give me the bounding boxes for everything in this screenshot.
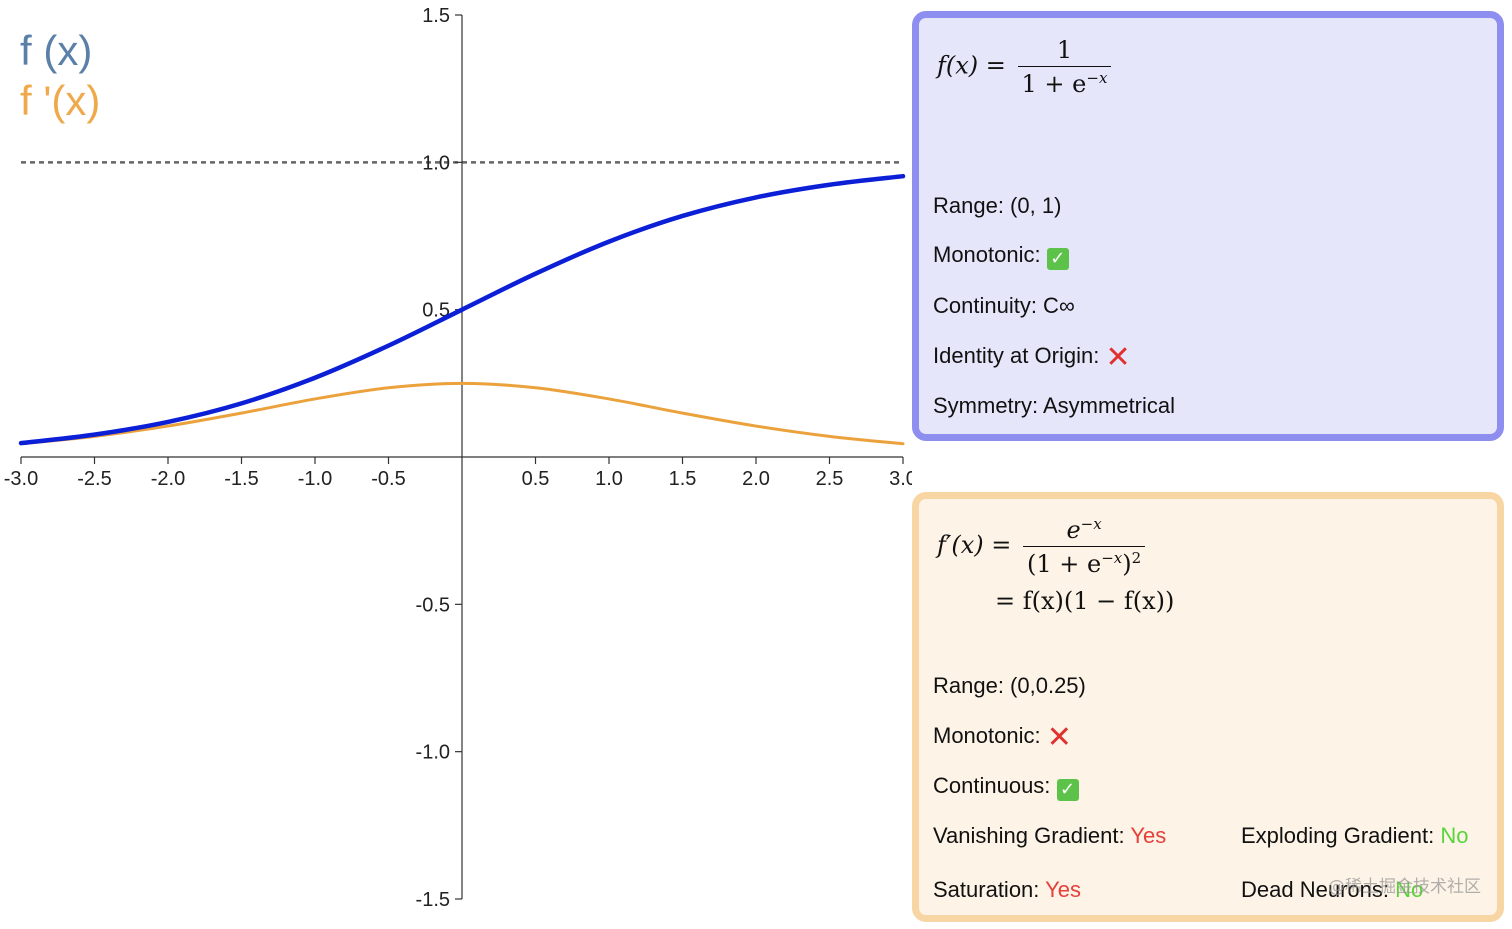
continuity-text: Continuity: C∞ <box>933 293 1075 318</box>
formula-denominator: 1 + e−x <box>1021 69 1108 98</box>
formula-lhs: f(x) = <box>937 51 1006 80</box>
symmetry-text: Symmetry: Asymmetrical <box>933 393 1176 418</box>
x-tick-label: 1.0 <box>595 468 623 490</box>
x-tick-label: -1.5 <box>224 468 258 490</box>
x-tick-label: 2.0 <box>742 468 770 490</box>
y-tick-label: -1.0 <box>416 742 450 764</box>
formula-fraction: 1 1 + e−x <box>1017 36 1112 98</box>
sigmoid-plot: -3.0 -2.5 -2.0 -1.5 -1.0 -0.5 0.5 1.0 1.5 2.0 2.5 3… <box>4 5 912 911</box>
monotonic-row: Monotonic: ✓ <box>933 242 1069 270</box>
y-tick-label: 1.5 <box>422 5 450 27</box>
saturation-row: Saturation: Yes <box>933 877 1081 903</box>
check-icon: ✓ <box>1046 248 1069 270</box>
dead-neurons-row: Dead Neurons: No <box>1241 877 1423 903</box>
sigmoid-derivative-card: f′(x) = e−x (1 + e−x)2 = f(x)(1 − f(x)) … <box>912 492 1504 922</box>
range-text: Range: (0,0.25) <box>933 673 1086 698</box>
x-tick-label: -0.5 <box>371 468 405 490</box>
monotonic-label: Monotonic: <box>933 723 1041 748</box>
sigmoid-formula: f(x) = 1 1 + e−x <box>937 36 1115 98</box>
y-tick-label: -1.5 <box>416 889 450 911</box>
legend-fprime-label: f '(x) <box>20 77 101 124</box>
formula-lhs: f′(x) = <box>937 531 1012 559</box>
x-tick-label: 0.5 <box>522 468 550 490</box>
derivative-formula-line2: = f(x)(1 − f(x)) <box>995 587 1175 615</box>
y-tick-label: 0.5 <box>422 300 450 322</box>
continuous-row: Continuous: ✓ <box>933 773 1079 801</box>
saturation-value: Yes <box>1045 877 1082 902</box>
vanishing-gradient-row: Vanishing Gradient: Yes <box>933 823 1166 849</box>
exploding-gradient-label: Exploding Gradient: <box>1241 823 1435 848</box>
x-tick-label: -2.5 <box>77 468 111 490</box>
derivative-formula: f′(x) = e−x (1 + e−x)2 <box>937 515 1149 578</box>
watermark-text: @稀土掘金技术社区 <box>1328 877 1481 897</box>
exploding-gradient-value: No <box>1440 823 1469 848</box>
monotonic-label: Monotonic: <box>933 242 1041 267</box>
x-tick-label: 1.5 <box>669 468 697 490</box>
y-tick-label: -0.5 <box>416 594 450 616</box>
x-tick-label: -3.0 <box>4 468 38 490</box>
monotonic-row: Monotonic: ✕ <box>933 720 1072 755</box>
series-line-fprime <box>19 381 905 446</box>
x-tick-label: -1.0 <box>298 468 332 490</box>
range-text: Range: (0, 1) <box>933 193 1062 218</box>
x-tick-label: 3.0 <box>889 468 912 490</box>
formula-numerator: 1 <box>1017 36 1112 67</box>
formula-denominator: (1 + e−x)2 <box>1026 549 1142 578</box>
dead-neurons-label: Dead Neurons: <box>1241 877 1389 902</box>
sigmoid-info-card: f(x) = 1 1 + e−x Range: (0, 1) Monotonic… <box>912 11 1504 441</box>
identity-label: Identity at Origin: <box>933 343 1100 368</box>
continuous-label: Continuous: <box>933 773 1051 798</box>
saturation-label: Saturation: <box>933 877 1040 902</box>
x-tick-label: 2.5 <box>816 468 844 490</box>
formula-fraction: e−x (1 + e−x)2 <box>1022 515 1146 578</box>
y-tick-label: 1.0 <box>422 152 450 174</box>
series-line-f <box>18 173 906 446</box>
cross-icon: ✕ <box>1105 340 1131 375</box>
legend-f-label: f (x) <box>20 27 93 74</box>
formula-numerator: e−x <box>1022 515 1146 547</box>
x-tick-label: -2.0 <box>151 468 185 490</box>
vanishing-gradient-label: Vanishing Gradient: <box>933 823 1125 848</box>
identity-row: Identity at Origin: ✕ <box>933 340 1131 375</box>
cross-icon: ✕ <box>1046 720 1072 755</box>
check-icon: ✓ <box>1056 779 1079 801</box>
dead-neurons-value: No <box>1395 877 1424 902</box>
vanishing-gradient-value: Yes <box>1130 823 1167 848</box>
exploding-gradient-row: Exploding Gradient: No <box>1241 823 1468 849</box>
